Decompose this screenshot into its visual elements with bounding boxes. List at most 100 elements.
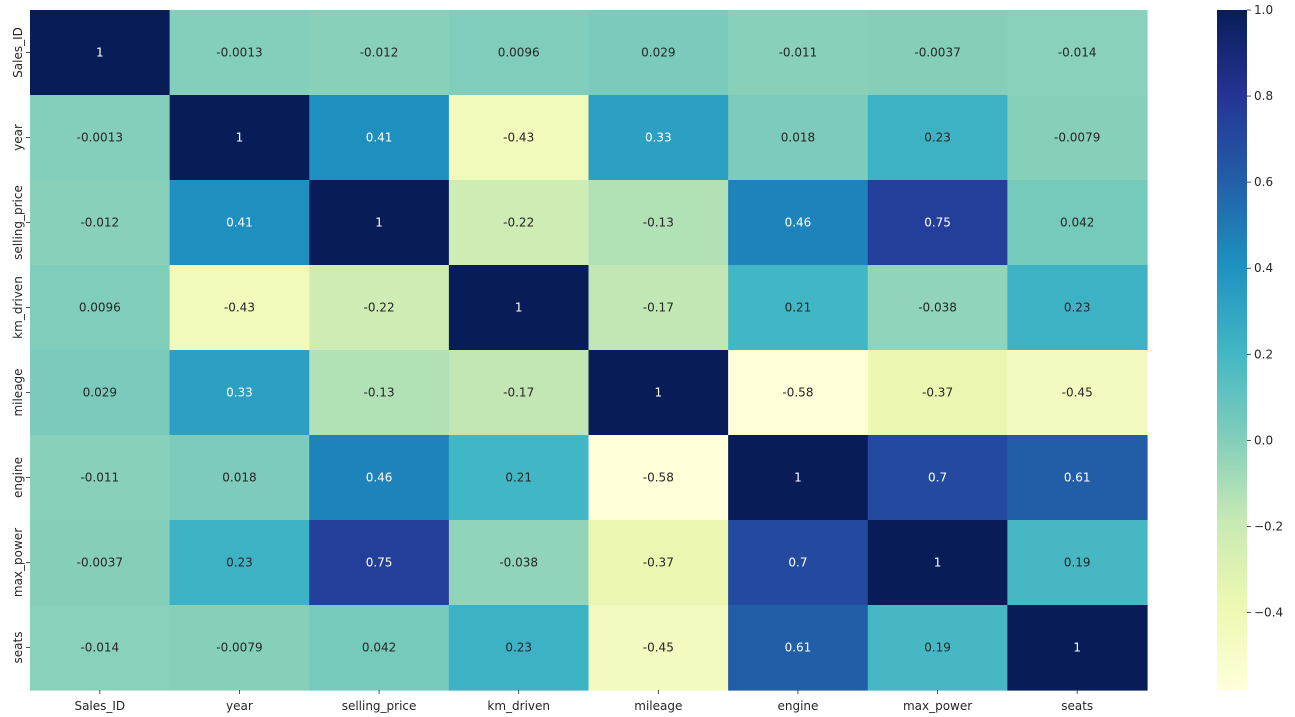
heatmap-cell <box>588 95 729 181</box>
colorbar: 1.0 0.8 0.6 0.4 0.2 0.0 −0.2 −0.4 <box>1217 3 1283 690</box>
cell-annotation: 0.61 <box>785 641 812 655</box>
heatmap-cell <box>728 350 869 436</box>
cell-annotation: -0.0079 <box>1054 131 1100 145</box>
heatmap-cell <box>728 180 869 266</box>
heatmap-cell <box>169 350 310 436</box>
cell-annotation: 1 <box>654 386 662 400</box>
heatmap-cell <box>867 605 1008 691</box>
heatmap-cell <box>169 520 310 606</box>
cell-annotation: -0.45 <box>643 641 674 655</box>
cell-annotation: -0.37 <box>922 386 953 400</box>
colorbar-ticks: 1.0 0.8 0.6 0.4 0.2 0.0 −0.2 −0.4 <box>1247 3 1283 620</box>
cell-annotation: 0.75 <box>366 556 393 570</box>
heatmap-cell <box>1007 605 1148 691</box>
heatmap-cell <box>30 435 171 521</box>
heatmap-cell <box>309 95 450 181</box>
heatmap-cell <box>1007 520 1148 606</box>
heatmap-cell <box>169 95 310 181</box>
heatmap-cell <box>169 265 310 351</box>
y-tick-label: max_power <box>11 528 25 597</box>
heatmap-cell <box>309 10 450 96</box>
cell-annotation: 0.0096 <box>498 46 540 60</box>
colorbar-tick-label: 0.2 <box>1254 347 1273 361</box>
heatmap-cell <box>30 350 171 436</box>
cell-annotation: 0.46 <box>366 471 393 485</box>
cell-annotation: -0.37 <box>643 556 674 570</box>
cell-annotation: 0.029 <box>641 46 675 60</box>
cell-annotation: 0.0096 <box>79 301 121 315</box>
cell-annotation: 1 <box>515 301 523 315</box>
cell-annotation: -0.22 <box>503 216 534 230</box>
heatmap-cell <box>448 180 590 266</box>
cell-annotation: 0.7 <box>788 556 807 570</box>
cell-annotation: -0.011 <box>779 46 818 60</box>
heatmap-cell <box>448 605 590 691</box>
cell-annotation: 0.41 <box>226 216 253 230</box>
colorbar-tick-label: 0.6 <box>1254 175 1273 189</box>
heatmap-cell <box>1007 435 1148 521</box>
cell-annotation: 0.23 <box>1064 301 1091 315</box>
cell-annotation: 0.46 <box>785 216 812 230</box>
cell-annotation: -0.45 <box>1062 386 1093 400</box>
cell-annotation: -0.014 <box>1058 46 1097 60</box>
y-tick-label: engine <box>11 457 25 498</box>
cell-annotation: 0.018 <box>222 471 256 485</box>
cell-annotation: 1 <box>236 131 244 145</box>
heatmap-cell <box>309 605 450 691</box>
heatmap-cell <box>309 265 450 351</box>
cell-annotation: -0.13 <box>643 216 674 230</box>
heatmap-cell <box>867 350 1008 436</box>
heatmap-cell <box>448 350 590 436</box>
heatmap-cell <box>1007 265 1148 351</box>
heatmap-cell <box>588 265 729 351</box>
x-tick-label: selling_price <box>342 699 417 713</box>
y-tick-label: seats <box>11 632 25 664</box>
cell-annotation: 0.018 <box>781 131 815 145</box>
cell-annotation: 0.7 <box>928 471 947 485</box>
cell-annotation: 1 <box>96 46 104 60</box>
cell-annotation: -0.038 <box>499 556 538 570</box>
x-tick-label: engine <box>777 699 818 713</box>
heatmap-cell <box>169 180 310 266</box>
heatmap-cell <box>728 265 869 351</box>
cell-annotation: -0.0013 <box>216 46 262 60</box>
cell-annotation: -0.0037 <box>77 556 123 570</box>
heatmap-cell <box>30 265 171 351</box>
cell-annotation: -0.17 <box>503 386 534 400</box>
cell-annotation: -0.0037 <box>914 46 960 60</box>
cell-annotation: -0.038 <box>918 301 957 315</box>
heatmap-cell <box>867 95 1008 181</box>
heatmap-cell <box>588 605 729 691</box>
heatmap-cell <box>30 180 171 266</box>
cell-annotation: -0.22 <box>364 301 395 315</box>
cell-annotation: 0.61 <box>1064 471 1091 485</box>
cell-annotation: 1 <box>375 216 383 230</box>
cell-annotation: 0.33 <box>226 386 253 400</box>
cell-annotation: 0.33 <box>645 131 672 145</box>
y-tick-label: Sales_ID <box>11 27 25 78</box>
x-tick-label: km_driven <box>487 699 550 713</box>
heatmap-cell <box>448 520 590 606</box>
cell-annotation: -0.011 <box>80 471 119 485</box>
heatmap-cells <box>30 10 1148 691</box>
heatmap-cell <box>309 180 450 266</box>
heatmap-cell <box>30 10 171 96</box>
cell-annotation: 0.042 <box>362 641 396 655</box>
heatmap-cell <box>588 435 729 521</box>
cell-annotation: 0.19 <box>1064 556 1091 570</box>
cell-annotation: -0.17 <box>643 301 674 315</box>
heatmap-cell <box>448 265 590 351</box>
heatmap-cell <box>448 95 590 181</box>
cell-annotation: 0.029 <box>83 386 117 400</box>
heatmap-cell <box>867 520 1008 606</box>
cell-annotation: -0.012 <box>360 46 399 60</box>
heatmap-cell <box>728 520 869 606</box>
cell-annotation: -0.58 <box>782 386 813 400</box>
y-tick-label: year <box>11 124 25 151</box>
heatmap-cell <box>588 350 729 436</box>
heatmap-cell <box>1007 350 1148 436</box>
heatmap-cell <box>588 180 729 266</box>
heatmap-cell <box>1007 10 1148 96</box>
